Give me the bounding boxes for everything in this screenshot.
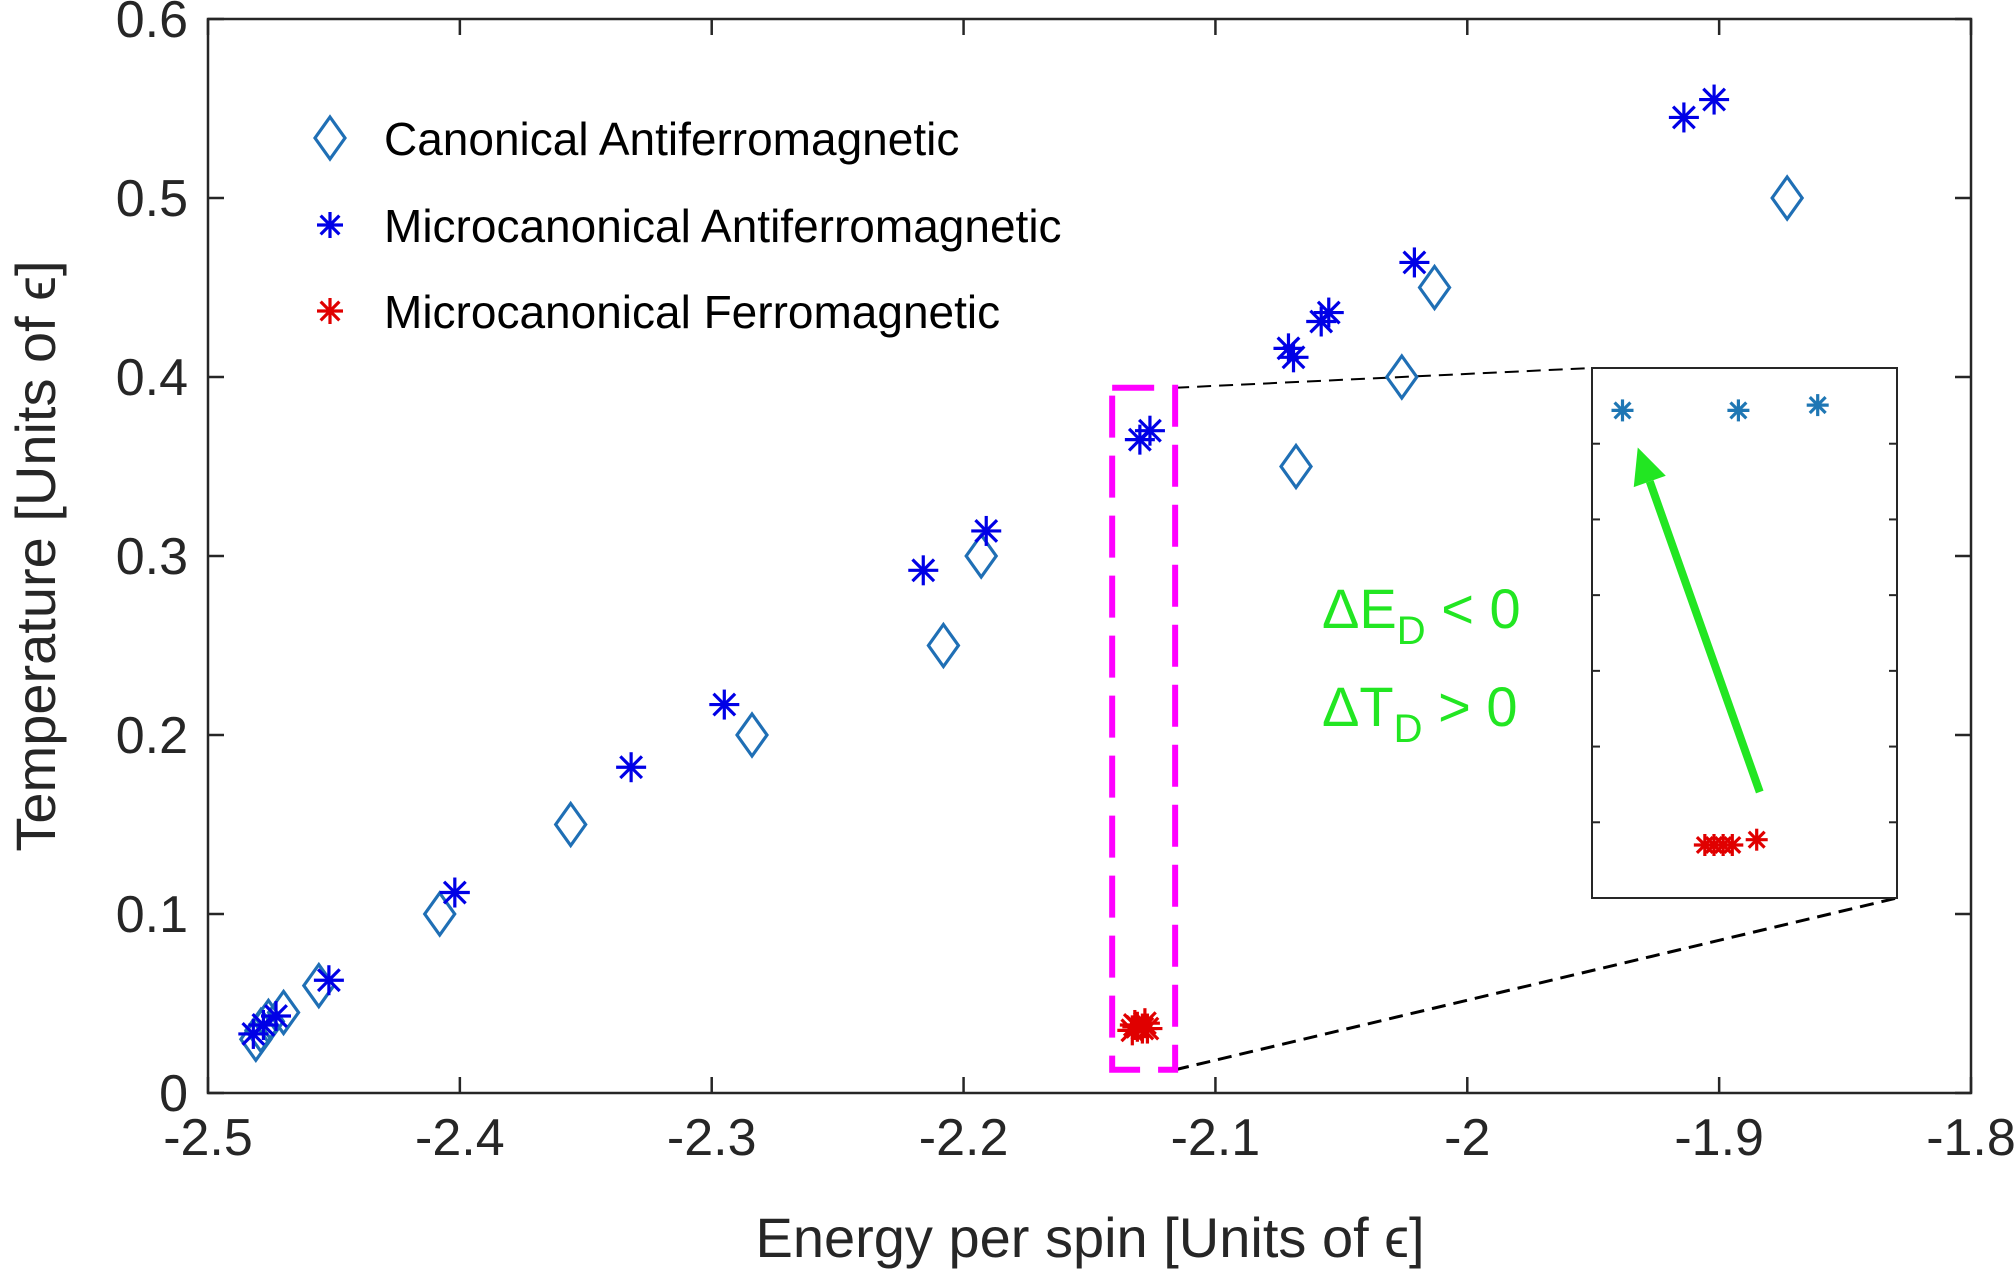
legend-label: Microcanonical Ferromagnetic — [384, 286, 1000, 338]
y-tick-label: 0 — [159, 1065, 188, 1123]
axis-ticks — [206, 17, 1973, 1095]
data-point-diamond — [1384, 353, 1419, 401]
inset-point-red — [1721, 834, 1744, 856]
legend-item-canonical: Canonical Antiferromagnetic — [313, 113, 959, 165]
x-tick-label: -2.3 — [667, 1109, 757, 1167]
svg-text:ΔED < 0: ΔED < 0 — [1322, 577, 1521, 653]
y-axis-title: Temperature [Units of ϵ] — [4, 260, 67, 851]
x-tick-labels: -2.5 -2.4 -2.3 -2.2 -2.1 -2 -1.9 -1.8 — [163, 1109, 2016, 1167]
data-point-asterisk — [1278, 342, 1309, 373]
data-point-asterisk — [1399, 247, 1430, 278]
data-point-asterisk — [616, 752, 647, 783]
inset-point-red — [1745, 828, 1768, 851]
legend-item-microcanonical-af: Microcanonical Antiferromagnetic — [317, 200, 1062, 252]
annotation-delta-t: ΔTD > 0 — [1322, 675, 1517, 751]
legend-diamond — [313, 114, 347, 162]
zoom-line-top — [1175, 367, 1593, 389]
x-tick-label: -2 — [1444, 1109, 1490, 1167]
legend-asterisk — [317, 212, 343, 238]
series-2 — [1117, 1008, 1163, 1046]
data-point-asterisk — [313, 965, 344, 996]
highlight-box — [1109, 384, 1179, 1073]
data-point-diamond — [553, 800, 588, 849]
y-tick-label: 0.6 — [116, 0, 188, 49]
x-tick-label: -2.2 — [919, 1109, 1009, 1167]
legend-marker-red-asterisk — [317, 298, 343, 324]
zoom-line-bottom — [1174, 896, 1898, 1072]
x-tick-label: -2.5 — [163, 1109, 253, 1167]
zoom-indicator — [1109, 367, 1898, 1073]
data-point-asterisk — [1134, 415, 1165, 446]
y-tick-label: 0.3 — [116, 528, 188, 586]
x-tick-label: -1.8 — [1926, 1109, 2016, 1167]
arrow-shaft — [1645, 480, 1764, 794]
inset-zoom-plot — [1591, 367, 1898, 899]
data-point-asterisk — [439, 877, 470, 908]
legend: Canonical Antiferromagnetic Microcanonic… — [313, 113, 1062, 338]
y-tick-labels: 0 0.1 0.2 0.3 0.4 0.5 0.6 — [116, 0, 188, 1123]
data-point-diamond — [735, 711, 769, 759]
inset-point-blue — [1611, 399, 1634, 422]
data-point-asterisk — [1313, 297, 1344, 328]
inset-points — [1611, 394, 1829, 856]
data-point-diamond — [1279, 442, 1313, 491]
legend-label: Microcanonical Antiferromagnetic — [384, 200, 1062, 252]
series-1 — [238, 84, 1730, 1049]
data-point-asterisk — [261, 1001, 292, 1032]
legend-asterisk — [317, 298, 343, 324]
legend-marker-diamond — [313, 114, 347, 162]
inset-point-blue — [1727, 399, 1750, 422]
y-tick-label: 0.4 — [116, 349, 188, 407]
data-point-asterisk — [1668, 102, 1699, 133]
inset-point-blue — [1806, 394, 1829, 417]
data-point-diamond — [266, 988, 301, 1037]
data-series — [238, 84, 1805, 1064]
x-tick-label: -2.4 — [415, 1109, 505, 1167]
data-point-asterisk — [908, 555, 939, 586]
data-point-diamond — [1417, 263, 1452, 312]
y-tick-label: 0.1 — [116, 886, 188, 944]
x-tick-label: -1.9 — [1674, 1109, 1764, 1167]
inset-ticks — [1592, 442, 1897, 824]
arrow-head — [1633, 447, 1666, 488]
data-point-diamond — [926, 621, 961, 670]
series-0 — [238, 174, 1805, 1064]
data-point-diamond — [422, 890, 457, 938]
y-tick-label: 0.5 — [116, 170, 188, 228]
legend-marker-blue-asterisk — [317, 212, 343, 238]
inset-arrow — [1633, 447, 1764, 794]
x-axis-title: Energy per spin [Units of ϵ] — [755, 1206, 1424, 1269]
svg-text:ΔTD > 0: ΔTD > 0 — [1322, 675, 1517, 751]
data-point-asterisk — [1699, 84, 1730, 115]
data-point-diamond — [964, 532, 999, 580]
x-tick-label: -2.1 — [1171, 1109, 1261, 1167]
annotation-delta-e: ΔED < 0 — [1322, 577, 1521, 653]
data-point-diamond — [1770, 174, 1805, 222]
legend-item-microcanonical-ferro: Microcanonical Ferromagnetic — [317, 286, 1000, 338]
y-tick-label: 0.2 — [116, 707, 188, 765]
data-point-asterisk — [1132, 1013, 1163, 1044]
data-point-asterisk — [709, 689, 740, 720]
data-point-asterisk — [971, 515, 1002, 546]
legend-label: Canonical Antiferromagnetic — [384, 113, 959, 165]
